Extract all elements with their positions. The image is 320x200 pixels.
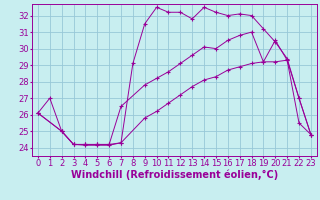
X-axis label: Windchill (Refroidissement éolien,°C): Windchill (Refroidissement éolien,°C) bbox=[71, 170, 278, 180]
